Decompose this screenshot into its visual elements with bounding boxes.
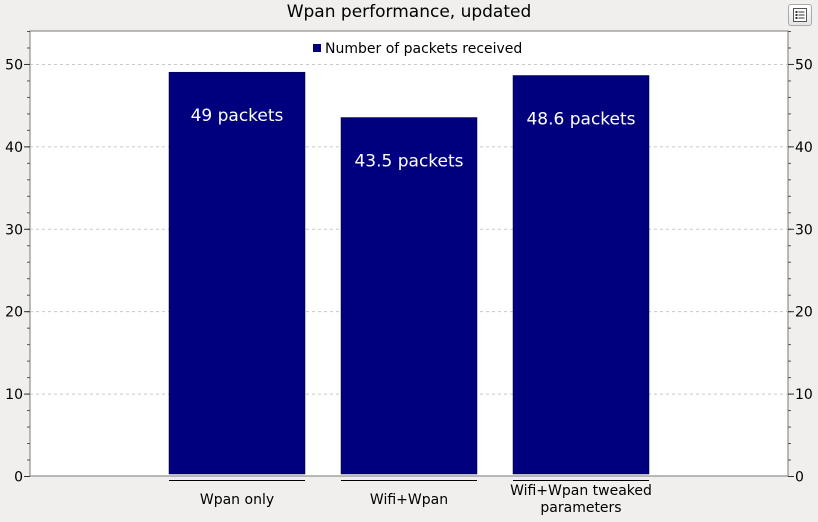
y-tick-label-right: 30 xyxy=(795,222,813,238)
y-tick-label-left: 20 xyxy=(5,305,23,321)
x-tick-label: Wifi+Wpan tweaked xyxy=(510,483,652,499)
y-tick-label-right: 10 xyxy=(795,387,813,403)
y-tick-label-left: 10 xyxy=(5,387,23,403)
list-icon xyxy=(793,8,807,22)
bars: 49 packets 43.5 packets 48.6 packets xyxy=(168,71,650,475)
chart-title: Wpan performance, updated xyxy=(287,2,532,22)
y-tick-label-right: 20 xyxy=(795,305,813,321)
bar xyxy=(340,117,478,475)
y-tick-label-right: 0 xyxy=(795,470,804,486)
data-label: 49 packets xyxy=(191,106,284,126)
x-tick-label: Wpan only xyxy=(200,492,274,508)
axes: 0 0 10 10 20 20 30 30 40 40 50 50 Wpan only Wifi+Wpan… xyxy=(5,31,813,516)
y-tick-label-right: 50 xyxy=(795,57,813,73)
y-tick-label-left: 30 xyxy=(5,222,23,238)
x-tick-label: Wifi+Wpan xyxy=(370,492,448,508)
y-tick-label-left: 0 xyxy=(14,470,23,486)
legend-swatch xyxy=(313,44,321,52)
bar xyxy=(512,75,650,475)
bar xyxy=(168,71,306,475)
legend: Number of packets received xyxy=(313,41,522,57)
y-tick-label-left: 50 xyxy=(5,57,23,73)
legend-toggle-button[interactable] xyxy=(788,4,812,26)
y-tick-label-left: 40 xyxy=(5,140,23,156)
data-label: 48.6 packets xyxy=(526,110,635,130)
data-label: 43.5 packets xyxy=(354,152,463,172)
x-tick-label: parameters xyxy=(540,500,621,516)
y-tick-label-right: 40 xyxy=(795,140,813,156)
legend-label: Number of packets received xyxy=(325,41,522,57)
